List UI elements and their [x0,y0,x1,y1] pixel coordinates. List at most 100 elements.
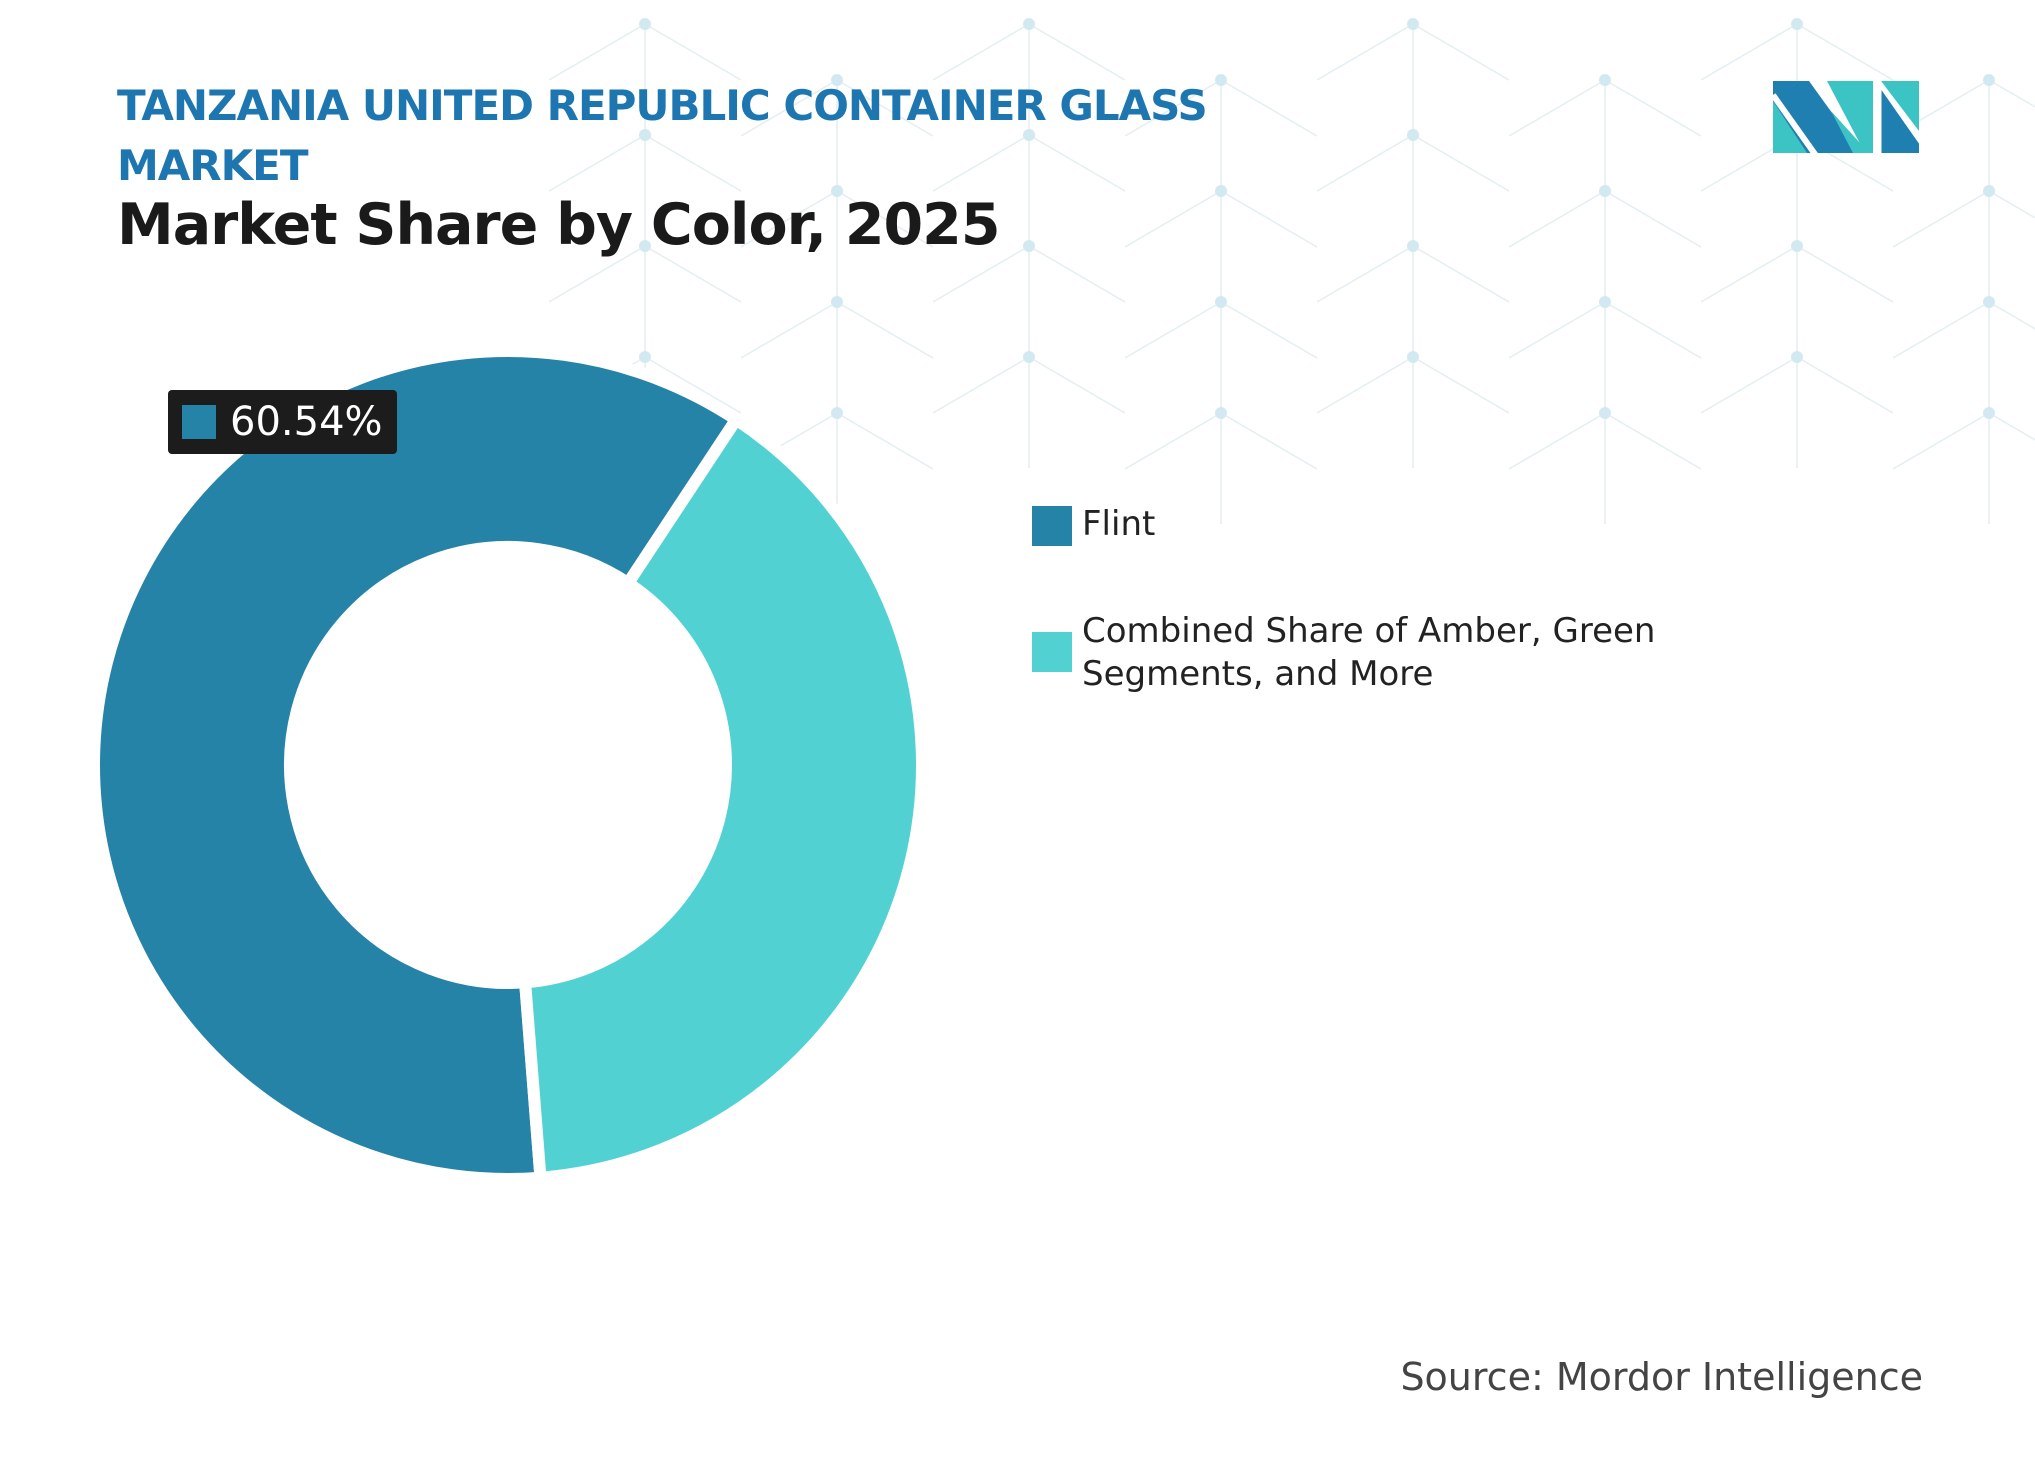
pattern-dot [1023,129,1035,141]
pattern-line [1316,245,1414,303]
pattern-line [1508,301,1606,359]
pattern-line [1988,412,2035,441]
donut-slice-combined [518,411,928,1185]
report-title: TANZANIA UNITED REPUBLIC CONTAINER GLASS… [117,81,1208,190]
pattern-line [1124,301,1222,359]
pattern-line [1508,412,1606,470]
pattern-dot [1407,240,1419,252]
pattern-dot [639,18,651,30]
legend-item-combined: Combined Share of Amber, Green Segments,… [1032,610,1722,696]
pattern-line [1508,190,1606,248]
pattern-line [548,245,646,303]
pattern-dot [1215,74,1227,86]
pattern-line [1124,412,1222,470]
pattern-line [932,23,1030,81]
pattern-line [1796,245,1894,303]
pattern-line [1508,79,1606,137]
pattern-line [932,356,1030,414]
pattern-line [1028,23,1126,81]
legend-label: Flint [1082,504,1156,544]
pattern-line [932,134,1030,192]
pattern-dot [1599,74,1611,86]
pattern-line [1892,301,1990,359]
pattern-line [932,245,1030,303]
pattern-line [1220,412,1318,470]
legend-item-flint: Flint [1032,504,1722,546]
pattern-dot [1791,240,1803,252]
pattern-line [740,190,838,248]
pattern-dot [1215,296,1227,308]
pattern-line [644,23,742,81]
pattern-line [836,412,934,470]
pattern-line [1604,412,1702,470]
pattern-line [1028,134,1126,192]
pattern-dot [1791,18,1803,30]
data-label-flint: 60.54% [168,390,397,454]
pattern-line [836,190,934,248]
pattern-line [1988,79,2035,108]
pattern-line [548,23,646,81]
legend-label: Combined Share of Amber, Green Segments,… [1082,611,1656,694]
pattern-line [1796,23,1894,81]
pattern-line [1028,356,1126,414]
pattern-line [1316,23,1414,81]
pattern-line [1220,79,1318,137]
pattern-dot [1791,351,1803,363]
pattern-line [1700,245,1798,303]
pattern-dot [831,185,843,197]
pattern-line [1700,23,1798,81]
pattern-line [1124,190,1222,248]
pattern-dot [1407,351,1419,363]
pattern-dot [1023,240,1035,252]
pattern-line [1700,356,1798,414]
pattern-line [1412,23,1510,81]
pattern-line [740,79,838,137]
data-label-value: 60.54% [230,399,383,445]
pattern-dot [1983,185,1995,197]
chart-title: Market Share by Color, 2025 [117,192,1000,258]
pattern-dot [1023,351,1035,363]
pattern-line [1892,412,1990,470]
source-note: Source: Mordor Intelligence [1400,1355,1923,1399]
pattern-line [1316,356,1414,414]
mordor-intelligence-logo [1773,81,1919,153]
pattern-line [1604,301,1702,359]
pattern-dot [1599,407,1611,419]
pattern-line [740,301,838,359]
pattern-line [1988,190,2035,219]
pattern-dot [1983,296,1995,308]
pattern-dot [639,240,651,252]
pattern-line [644,134,742,192]
pattern-line [836,79,934,137]
legend-swatch [1032,506,1072,546]
pattern-line [644,245,742,303]
pattern-line [1220,301,1318,359]
pattern-dot [1407,18,1419,30]
pattern-dot [1407,129,1419,141]
pattern-dot [1983,74,1995,86]
pattern-dot [1215,185,1227,197]
legend-swatch [1032,632,1072,672]
pattern-dot [831,296,843,308]
pattern-line [1316,134,1414,192]
pattern-line [1796,356,1894,414]
pattern-line [1892,190,1990,248]
pattern-dot [1215,407,1227,419]
donut-slice-flint [88,345,745,1185]
pattern-dot [1023,18,1035,30]
pattern-dot [1599,185,1611,197]
pattern-line [1988,301,2035,330]
pattern-line [1604,79,1702,137]
pattern-dot [1599,296,1611,308]
data-label-swatch [182,405,216,439]
pattern-line [1412,134,1510,192]
pattern-dot [831,74,843,86]
pattern-line [1220,190,1318,248]
pattern-dot [831,407,843,419]
pattern-line [1412,245,1510,303]
pattern-line [1028,245,1126,303]
pattern-line [1604,190,1702,248]
pattern-dot [1983,407,1995,419]
pattern-line [836,301,934,359]
